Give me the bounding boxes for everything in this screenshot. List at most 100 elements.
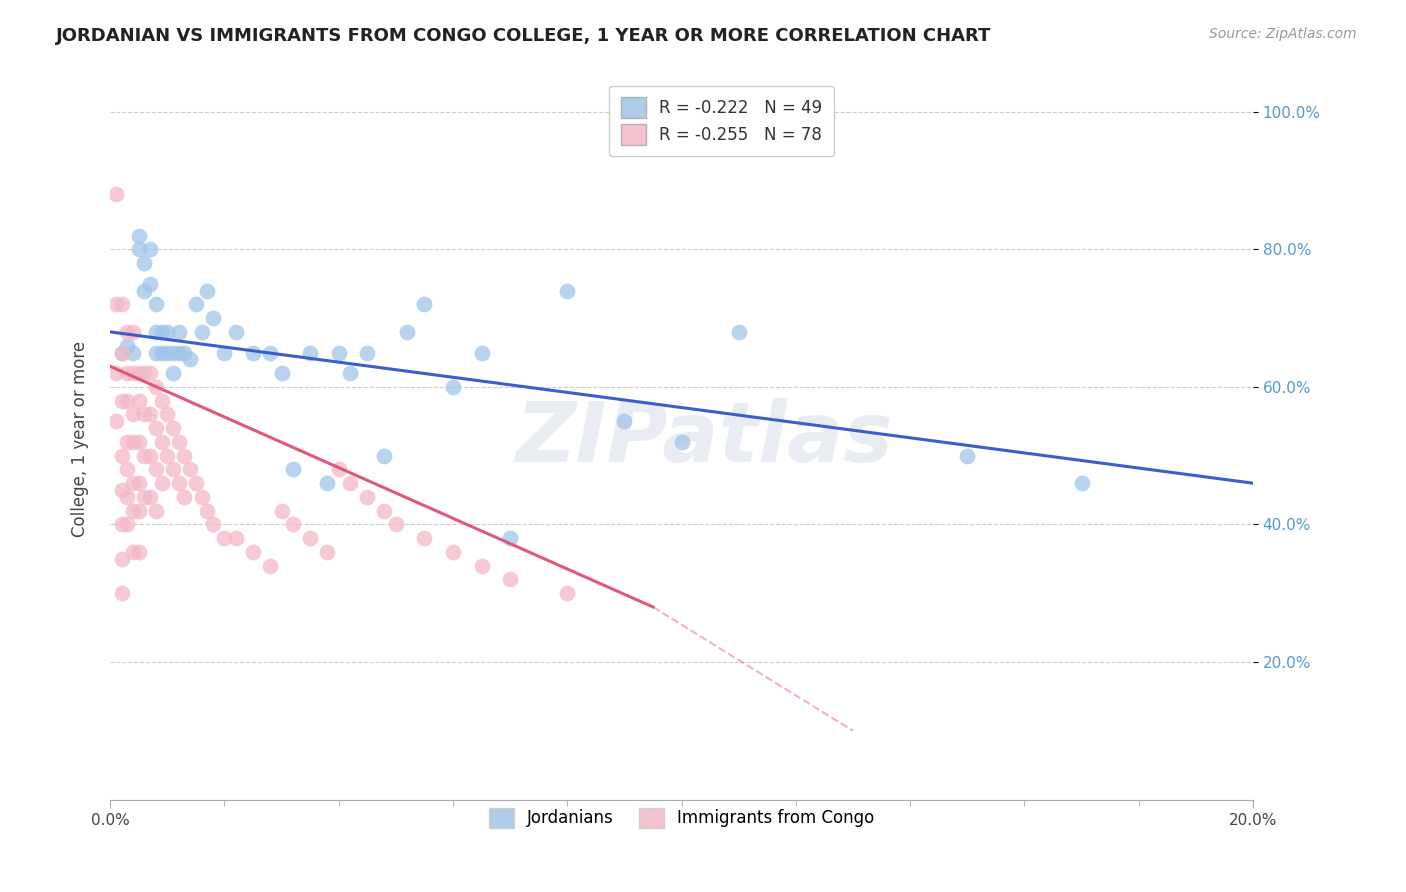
Point xyxy=(167,476,190,491)
Point xyxy=(128,434,150,449)
Point xyxy=(156,408,179,422)
Point xyxy=(128,366,150,380)
Point xyxy=(115,325,138,339)
Point xyxy=(139,277,162,291)
Point xyxy=(162,462,184,476)
Point xyxy=(110,586,132,600)
Point xyxy=(167,345,190,359)
Point xyxy=(139,408,162,422)
Point xyxy=(122,504,145,518)
Point xyxy=(145,325,167,339)
Point xyxy=(134,256,156,270)
Point xyxy=(134,366,156,380)
Point xyxy=(184,476,207,491)
Point xyxy=(110,483,132,497)
Point xyxy=(104,414,127,428)
Point xyxy=(104,297,127,311)
Point xyxy=(134,284,156,298)
Point xyxy=(214,345,236,359)
Point xyxy=(299,531,322,545)
Point xyxy=(242,545,264,559)
Point xyxy=(104,366,127,380)
Point xyxy=(396,325,419,339)
Point xyxy=(128,545,150,559)
Point xyxy=(122,366,145,380)
Point xyxy=(201,311,224,326)
Point xyxy=(162,421,184,435)
Point xyxy=(110,297,132,311)
Point xyxy=(671,434,693,449)
Point xyxy=(328,345,350,359)
Point xyxy=(139,490,162,504)
Point xyxy=(156,325,179,339)
Point xyxy=(115,434,138,449)
Point xyxy=(139,366,162,380)
Point xyxy=(145,297,167,311)
Point xyxy=(150,393,173,408)
Point xyxy=(195,504,218,518)
Point xyxy=(110,393,132,408)
Point xyxy=(104,187,127,202)
Point xyxy=(281,462,304,476)
Point xyxy=(139,449,162,463)
Point xyxy=(242,345,264,359)
Point xyxy=(162,366,184,380)
Text: Source: ZipAtlas.com: Source: ZipAtlas.com xyxy=(1209,27,1357,41)
Point xyxy=(470,558,492,573)
Point xyxy=(259,558,281,573)
Point xyxy=(134,449,156,463)
Point xyxy=(373,449,395,463)
Point xyxy=(225,531,247,545)
Point xyxy=(115,517,138,532)
Point xyxy=(356,490,378,504)
Point xyxy=(727,325,749,339)
Point xyxy=(110,551,132,566)
Point xyxy=(145,421,167,435)
Point xyxy=(145,462,167,476)
Point xyxy=(162,345,184,359)
Point xyxy=(122,325,145,339)
Point xyxy=(441,380,464,394)
Point xyxy=(139,243,162,257)
Point xyxy=(385,517,408,532)
Point xyxy=(134,490,156,504)
Point xyxy=(190,490,212,504)
Point xyxy=(356,345,378,359)
Point xyxy=(115,490,138,504)
Point xyxy=(339,366,361,380)
Point xyxy=(128,393,150,408)
Point xyxy=(128,243,150,257)
Point xyxy=(173,449,195,463)
Point xyxy=(555,284,578,298)
Point xyxy=(201,517,224,532)
Legend: Jordanians, Immigrants from Congo: Jordanians, Immigrants from Congo xyxy=(482,801,882,835)
Point xyxy=(110,449,132,463)
Point xyxy=(110,345,132,359)
Point xyxy=(270,504,292,518)
Point xyxy=(555,586,578,600)
Text: ZIPatlas: ZIPatlas xyxy=(516,398,893,479)
Point xyxy=(373,504,395,518)
Point xyxy=(128,504,150,518)
Point xyxy=(184,297,207,311)
Point xyxy=(167,434,190,449)
Point xyxy=(115,366,138,380)
Point xyxy=(150,434,173,449)
Point xyxy=(115,462,138,476)
Point xyxy=(145,345,167,359)
Point xyxy=(145,504,167,518)
Point xyxy=(122,408,145,422)
Point xyxy=(122,434,145,449)
Point xyxy=(499,573,522,587)
Point xyxy=(173,345,195,359)
Point xyxy=(259,345,281,359)
Point xyxy=(134,408,156,422)
Point xyxy=(441,545,464,559)
Point xyxy=(1070,476,1092,491)
Point xyxy=(156,449,179,463)
Point xyxy=(328,462,350,476)
Point xyxy=(470,345,492,359)
Point xyxy=(145,380,167,394)
Point xyxy=(173,490,195,504)
Point xyxy=(299,345,322,359)
